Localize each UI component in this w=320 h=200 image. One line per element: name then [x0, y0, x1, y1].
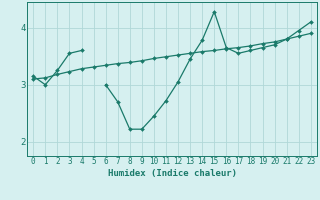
X-axis label: Humidex (Indice chaleur): Humidex (Indice chaleur)	[108, 169, 236, 178]
